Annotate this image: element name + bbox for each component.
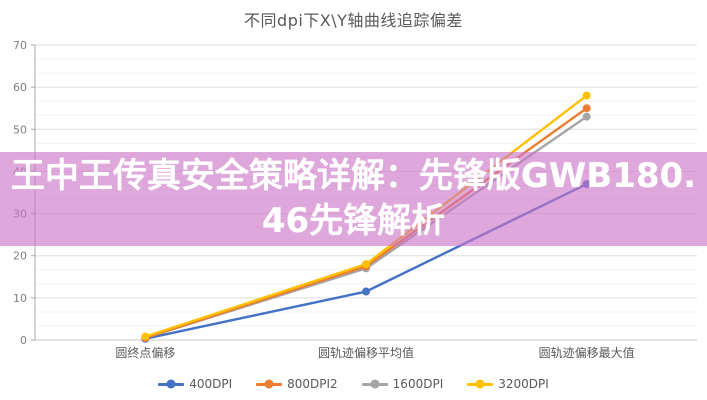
legend-item-800dpi2: 800DPI2	[256, 377, 338, 391]
legend-line-marker-icon	[361, 379, 388, 389]
y-tick-label: 10	[13, 292, 27, 305]
legend-line-marker-icon	[467, 379, 494, 389]
data-point-800dpi2	[582, 104, 591, 113]
legend-label: 800DPI2	[287, 377, 338, 391]
x-category-label: 圆终点偏移	[115, 345, 175, 360]
overlay-banner: 王中王传真安全策略详解：先锋版GWB180.46先锋解析	[0, 152, 707, 246]
legend-label: 1600DPI	[392, 377, 444, 391]
legend-label: 3200DPI	[498, 377, 549, 391]
data-point-3200dpi	[141, 332, 150, 341]
y-tick-label: 70	[13, 39, 27, 52]
legend-line-marker-icon	[158, 379, 185, 389]
data-point-3200dpi	[362, 260, 370, 269]
y-tick-label: 60	[13, 81, 27, 94]
legend: 400DPI 800DPI2 1600DPI 3200DPI	[0, 377, 707, 391]
chart-title: 不同dpi下X\Y轴曲线追踪偏差	[244, 11, 463, 30]
y-tick-label: 20	[13, 250, 27, 263]
x-category-label: 圆轨迹偏移平均值	[318, 345, 414, 360]
legend-item-1600dpi: 1600DPI	[361, 377, 444, 391]
legend-dot-icon	[370, 379, 380, 389]
legend-dot-icon	[166, 379, 176, 389]
y-tick-label: 0	[20, 334, 27, 347]
legend-label: 400DPI	[189, 377, 233, 391]
overlay-banner-text: 王中王传真安全策略详解：先锋版GWB180.46先锋解析	[10, 156, 697, 241]
data-point-3200dpi	[582, 91, 591, 100]
legend-dot-icon	[264, 379, 274, 389]
y-tick-label: 50	[13, 123, 27, 136]
legend-item-400dpi: 400DPI	[158, 377, 232, 391]
legend-line-marker-icon	[256, 379, 283, 389]
legend-dot-icon	[475, 379, 485, 389]
data-point-400dpi	[362, 287, 370, 296]
data-point-1600dpi	[582, 112, 591, 121]
legend-item-3200dpi: 3200DPI	[467, 377, 549, 391]
x-category-label: 圆轨迹偏移最大值	[539, 345, 635, 360]
